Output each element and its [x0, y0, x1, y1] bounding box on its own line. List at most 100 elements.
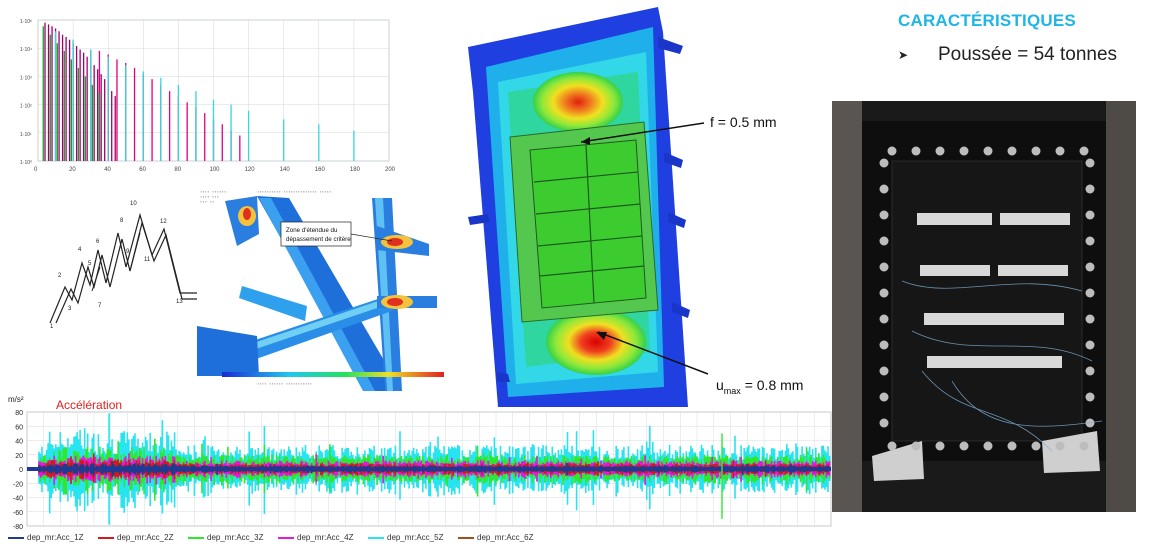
- cycle-label: 12: [160, 219, 167, 225]
- photo-bolt: [1085, 366, 1095, 376]
- cycle-label: 9: [126, 249, 130, 255]
- fem-stiffener-horizontal: [535, 203, 641, 215]
- cycle-label: 5: [88, 261, 92, 267]
- accel-legend-label: dep_mr:Acc_5Z: [387, 533, 444, 542]
- photo-bolt: [879, 262, 889, 272]
- fem-hotspot-core: [387, 238, 403, 246]
- photo-block: [872, 441, 924, 481]
- fem-callout-line2: dépassement de critère: [286, 236, 351, 243]
- cycle-label: 8: [120, 218, 124, 224]
- accel-legend-item: dep_mr:Acc_5Z: [368, 533, 443, 542]
- spectrum-x-tick: 140: [280, 167, 291, 173]
- photo-bolt: [1079, 441, 1089, 451]
- spectrum-y-tick: 1·10¹: [20, 132, 32, 138]
- photo-stiffener: [927, 356, 1062, 368]
- spectrum-x-tick: 40: [104, 167, 111, 173]
- fem-header-text: ▪▪▪▪ ▪▪▪▪▪▪: [200, 191, 226, 195]
- photo-bolt: [887, 441, 897, 451]
- fem-side-rib: [496, 372, 510, 382]
- fem-side-rib: [668, 212, 686, 228]
- fem-side-rib: [664, 152, 683, 168]
- fem-callout-box: [280, 221, 352, 247]
- accel-y-tick: 0: [19, 467, 23, 474]
- photo-bolt: [911, 146, 921, 156]
- fem-hotspot-bottom: [546, 309, 646, 375]
- spectrum-y-tick: 1·10⁰: [20, 160, 32, 166]
- photo-bolt: [935, 441, 945, 451]
- cycle-label: 4: [78, 247, 82, 253]
- cycle-label: 6: [96, 239, 100, 245]
- photo-cable: [951, 380, 1103, 427]
- photo-stiffener: [998, 265, 1068, 276]
- spectrum-y-tick: 1·10⁵: [20, 19, 32, 25]
- fem-header-text: ▪▪▪▪▪▪▪▪▪▪ ▪▪▪▪▪▪▪▪▪▪▪▪▪▪ ▪▪▪▪▪: [257, 191, 331, 195]
- fem-footer-text: ▪▪▪▪ ▪▪▪▪▪▪ ▪▪▪▪▪▪▪▪▪▪▪: [257, 383, 312, 387]
- cycle-label: 3: [68, 306, 72, 312]
- photo-bolt: [879, 366, 889, 376]
- accel-y-tick: 60: [15, 424, 23, 431]
- accel-legend-item: dep_mr:Acc_3Z: [188, 533, 263, 542]
- photo-bolt: [935, 146, 945, 156]
- cycle-label: 1: [50, 324, 54, 330]
- photo-bolt: [887, 146, 897, 156]
- photo-bolt: [1007, 441, 1017, 451]
- accel-legend-item: dep_mr:Acc_2Z: [98, 533, 173, 542]
- fem-hotspot-core: [387, 298, 403, 306]
- fem-stiffener-horizontal: [539, 265, 645, 277]
- photo-bolt: [959, 146, 969, 156]
- accel-legend-swatch: [188, 536, 204, 539]
- spectrum-y-tick: 1·10³: [20, 75, 32, 81]
- photo-bolt: [959, 441, 969, 451]
- accel-legend-label: dep_mr:Acc_3Z: [207, 533, 264, 542]
- annotation-f-arrow: [580, 122, 705, 143]
- accel-y-ticks: 80 60 40 20 0 -20 -40 -60 -80: [13, 410, 23, 531]
- photo-bolt: [879, 236, 889, 246]
- photo-plate: [891, 160, 1083, 442]
- fem-stiffener-horizontal: [537, 235, 643, 247]
- accel-legend-swatch: [368, 536, 384, 539]
- photo-bolt: [1085, 236, 1095, 246]
- fem-plate-image: f = 0.5 mm umax = 0.8 mm: [468, 7, 804, 407]
- fem-side-rib: [468, 214, 490, 225]
- accel-legend-label: dep_mr:Acc_6Z: [477, 533, 534, 542]
- fem-stiffener-grid: [529, 139, 647, 309]
- fem-callout-line1: Zone d'étendue du: [286, 227, 338, 234]
- fem-side-rib: [658, 37, 683, 54]
- photo-bolt: [1085, 262, 1095, 272]
- photo-stiffener: [1000, 213, 1070, 225]
- accel-y-tick: -80: [13, 524, 23, 531]
- cycle-branch: [91, 266, 101, 292]
- spectrum-y-tick: 1·10²: [20, 104, 32, 110]
- fem-hotspot-core: [243, 208, 251, 220]
- cycle-path-b: [55, 220, 202, 324]
- accel-y-tick: 40: [15, 439, 23, 446]
- acceleration-chart: m/s² Accélération 80 60 40 20 0 -20 -40 -60 -80: [8, 395, 832, 531]
- photo-bolt: [1085, 392, 1095, 402]
- accel-y-tick: -40: [13, 496, 23, 503]
- accel-y-tick: 20: [15, 453, 23, 460]
- photo-bolt: [879, 340, 889, 350]
- bullet-text: Poussée = 54 tonnes: [938, 44, 1118, 65]
- cycle-label: 13: [176, 299, 183, 305]
- photo-bolt: [1031, 441, 1041, 451]
- photo-cable: [901, 280, 1083, 292]
- fem-callout-leader: [350, 233, 393, 242]
- photo-bolt: [1085, 158, 1095, 168]
- accel-legend-label: dep_mr:Acc_1Z: [27, 533, 84, 542]
- photo-bolt: [1031, 146, 1041, 156]
- accel-legend-label: dep_mr:Acc_2Z: [117, 533, 174, 542]
- fem-beam: [197, 326, 259, 376]
- photo-bolt: [879, 418, 889, 428]
- accel-legend-item: dep_mr:Acc_4Z: [278, 533, 353, 542]
- spectrum-x-ticks: 0 20 40 60 80 100 120 140 160 180 200: [34, 167, 396, 173]
- cycle-sketch: 1 2 3 4 5 6 7 8 9 10 11 12 13: [49, 201, 202, 330]
- bullet-item: ➤ Poussée = 54 tonnes: [898, 44, 1117, 66]
- annotation-u-value: = 0.8 mm: [741, 377, 804, 393]
- accel-title: Accélération: [56, 398, 122, 412]
- bullet-arrow-icon: ➤: [898, 47, 909, 62]
- spectrum-x-tick: 200: [385, 167, 396, 173]
- photo-stiffener: [924, 313, 1064, 325]
- spectrum-x-tick: 20: [69, 167, 76, 173]
- cycle-path-a: [49, 212, 200, 324]
- cycle-label: 2: [58, 273, 62, 279]
